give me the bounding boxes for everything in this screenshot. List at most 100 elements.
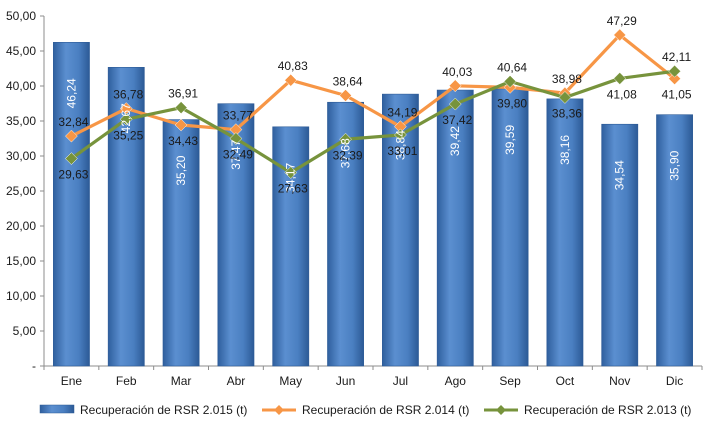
- x-tick-label: Dic: [666, 374, 683, 388]
- line-value-label: 40,64: [497, 61, 527, 75]
- line-value-label: 36,78: [113, 88, 143, 102]
- x-tick-label: May: [279, 374, 302, 388]
- bar-value-label: 42,67: [119, 103, 133, 133]
- series-line: [70, 33, 676, 138]
- series-line: [70, 69, 675, 175]
- series-marker: [284, 73, 298, 87]
- bar-value-label: 37,68: [339, 138, 353, 168]
- x-tick-label: Sep: [499, 374, 521, 388]
- line-value-label: 40,83: [278, 59, 308, 73]
- y-tick-label: 25,00: [6, 184, 36, 198]
- bar: [327, 101, 364, 367]
- bar-value-label: 38,16: [558, 135, 572, 165]
- bar: [436, 89, 474, 367]
- series-marker: [613, 72, 627, 85]
- y-tick-label: 20,00: [6, 219, 36, 233]
- x-tick-label: Ene: [61, 374, 83, 388]
- bar-value-label: 46,24: [64, 78, 78, 108]
- line-value-label: 35,25: [113, 128, 143, 142]
- x-tick-label: Nov: [609, 374, 630, 388]
- series-marker: [448, 79, 462, 93]
- bar-value-label: 37,47: [229, 139, 243, 169]
- line-value-label: 27,63: [278, 182, 308, 196]
- line-value-label: 41,08: [607, 87, 637, 101]
- line-value-label: 33,77: [223, 109, 253, 123]
- bar: [162, 119, 200, 367]
- series-marker: [339, 89, 352, 102]
- bar-value-label: 35,90: [668, 150, 682, 180]
- bar-value-label: 34,54: [613, 160, 627, 190]
- bar: [53, 42, 90, 367]
- legend-swatch-marker: [274, 405, 284, 415]
- bar-value-label: 39,42: [448, 126, 462, 156]
- series-marker: [119, 112, 133, 126]
- line-value-label: 36,91: [168, 87, 198, 101]
- lines: [65, 28, 681, 179]
- y-tick-label: 35,00: [6, 114, 36, 128]
- y-tick-label: -: [32, 359, 36, 373]
- legend-label: Recuperación de RSR 2.015 (t): [80, 403, 247, 417]
- series-marker: [174, 118, 188, 132]
- line-value-label: 38,98: [552, 72, 582, 86]
- line-value-label: 38,64: [333, 75, 363, 89]
- bar: [546, 98, 584, 367]
- series-marker: [668, 72, 681, 86]
- y-tick-label: 50,00: [6, 9, 36, 23]
- series-marker: [558, 91, 572, 104]
- legend-label: Recuperación de RSR 2.014 (t): [302, 403, 469, 417]
- series-marker: [394, 128, 407, 142]
- x-tick-label: Jul: [393, 374, 408, 388]
- x-tick-label: Oct: [556, 374, 575, 388]
- line-value-label: 40,03: [442, 65, 472, 79]
- legend-swatch-marker: [496, 405, 506, 415]
- x-tick-label: Abr: [227, 374, 246, 388]
- line-value-label: 38,36: [552, 106, 582, 120]
- x-tick-label: Feb: [116, 374, 137, 388]
- legend-swatch-bar: [39, 404, 75, 414]
- series-marker: [503, 75, 517, 88]
- series-marker: [448, 97, 462, 111]
- bar: [656, 114, 693, 367]
- bar-value-label: 35,20: [174, 155, 188, 185]
- y-tick-label: 45,00: [6, 44, 36, 58]
- series-marker: [65, 129, 78, 143]
- x-tick-label: Ago: [445, 374, 467, 388]
- line-value-label: 32,39: [333, 148, 363, 162]
- x-tick-label: Mar: [171, 374, 192, 388]
- x-tick-label: Jun: [336, 374, 355, 388]
- series-marker: [339, 132, 352, 146]
- line-value-label: 37,42: [442, 113, 472, 127]
- bar-value-label: 34,17: [284, 162, 298, 192]
- axes: - 5,00 10,00 15,00 20,00 25,00 30,00 35,00 40,00…: [6, 9, 703, 388]
- line-value-label: 32,84: [58, 115, 88, 129]
- y-tick-label: 30,00: [6, 149, 36, 163]
- line-value-label: 39,80: [497, 96, 527, 110]
- bar: [272, 126, 310, 367]
- series-marker: [284, 166, 298, 179]
- bar: [601, 123, 639, 367]
- bars: [53, 42, 693, 367]
- line-value-label: 34,19: [387, 106, 417, 120]
- series-marker: [65, 152, 78, 165]
- line-value-label: 32,49: [223, 148, 253, 162]
- line-value-label: 47,29: [607, 14, 637, 28]
- series-marker: [668, 64, 681, 78]
- data-labels: 46,24 42,67 35,20 37,47 34,17 37,68 38,84 39,42…: [58, 14, 692, 196]
- line-value-label: 29,63: [58, 168, 88, 182]
- y-tick-label: 5,00: [13, 324, 37, 338]
- bar: [491, 88, 529, 367]
- bar-value-label: 39,59: [503, 125, 517, 155]
- legend-label: Recuperación de RSR 2.013 (t): [524, 403, 691, 417]
- y-tick-label: 10,00: [6, 289, 36, 303]
- series-marker: [613, 28, 627, 42]
- line-value-label: 42,11: [662, 50, 691, 64]
- line-value-label: 33,01: [387, 144, 417, 158]
- series-marker: [229, 132, 243, 145]
- y-tick-label: 15,00: [6, 254, 36, 268]
- legend: Recuperación de RSR 2.015 (t) Recuperació…: [39, 403, 691, 417]
- bar-value-label: 38,84: [393, 130, 407, 160]
- y-tick-label: 40,00: [6, 79, 36, 93]
- series-marker: [174, 101, 188, 114]
